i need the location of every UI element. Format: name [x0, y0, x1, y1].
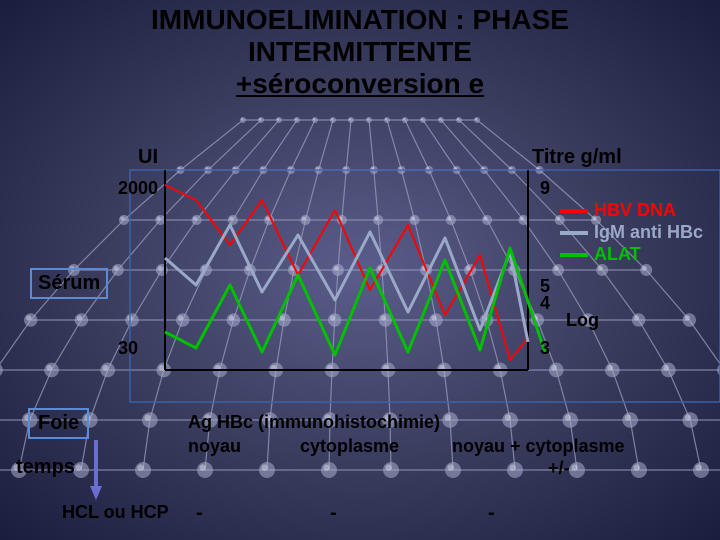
legend-swatch [560, 231, 588, 235]
col-result-pm: +/- [548, 458, 570, 479]
title-line3: +séroconversion e [0, 68, 720, 100]
hcl-label: HCL ou HCP [62, 502, 169, 523]
legend-swatch [560, 253, 588, 257]
serum-label-box: Sérum [30, 268, 108, 299]
legend-item: IgM anti HBc [560, 222, 703, 243]
right-axis-label: Titre g/ml [532, 146, 622, 169]
slide-title: IMMUNOELIMINATION : PHASE INTERMITTENTE … [0, 4, 720, 101]
minus-value: - [196, 502, 203, 525]
legend-label: ALAT [594, 244, 641, 265]
minus-value: - [488, 502, 495, 525]
left-tick: 30 [118, 338, 138, 359]
col-noyau-cytoplasme: noyau + cytoplasme [452, 436, 625, 457]
legend-swatch [560, 209, 588, 213]
title-line1: IMMUNOELIMINATION : PHASE [0, 4, 720, 36]
foie-label-box: Foie [28, 408, 89, 439]
legend-label: HBV DNA [594, 200, 676, 221]
ag-hbc-heading: Ag HBc (immunohistochimie) [188, 412, 440, 433]
left-axis-label: UI [138, 146, 158, 169]
left-tick: 2000 [118, 178, 158, 199]
right-tick: 3 [540, 338, 550, 359]
right-tick: 9 [540, 178, 550, 199]
minus-value: - [330, 502, 337, 525]
legend-item: ALAT [560, 244, 641, 265]
col-noyau: noyau [188, 436, 241, 457]
right-tick: Log [566, 310, 599, 331]
legend-item: HBV DNA [560, 200, 676, 221]
col-cytoplasme: cytoplasme [300, 436, 399, 457]
legend-label: IgM anti HBc [594, 222, 703, 243]
temps-label: temps [16, 456, 75, 479]
right-tick: 4 [540, 293, 550, 314]
title-line2: INTERMITTENTE [0, 36, 720, 68]
